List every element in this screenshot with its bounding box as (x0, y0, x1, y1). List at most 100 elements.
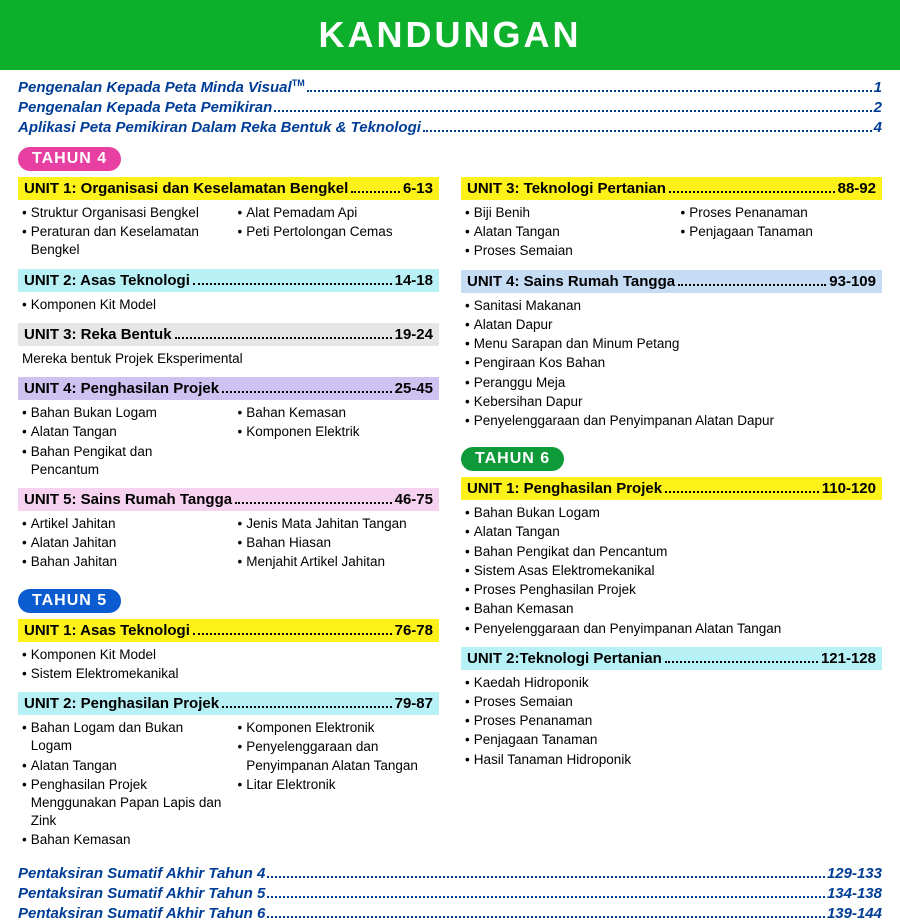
sub-item: •Biji Benih (465, 204, 667, 222)
unit-section: UNIT 1: Organisasi dan Keselamatan Bengk… (18, 177, 439, 261)
sub-item: •Proses Semaian (465, 693, 882, 711)
subitems: Mereka bentuk Projek Eksperimental (18, 349, 439, 369)
unit-section: UNIT 2: Penghasilan Projek79-87 •Bahan Lo… (18, 692, 439, 851)
unit-heading: UNIT 2: Penghasilan Projek79-87 (18, 692, 439, 715)
sub-item: •Proses Penanaman (681, 204, 883, 222)
year-badge: TAHUN 4 (18, 147, 121, 171)
sub-item: •Bahan Jahitan (22, 553, 224, 571)
subitems: •Kaedah Hidroponik•Proses Semaian•Proses… (461, 673, 882, 770)
sub-item: •Alatan Tangan (465, 523, 882, 541)
right-column: UNIT 3: Teknologi Pertanian88-92 •Biji Be… (461, 139, 882, 859)
sub-item: •Bahan Bukan Logam (22, 404, 224, 422)
unit-section: UNIT 1: Asas Teknologi76-78 •Komponen Kit… (18, 619, 439, 684)
sub-item: •Penyelenggaraan dan Penyimpanan Alatan … (238, 738, 440, 774)
year-badge: TAHUN 5 (18, 589, 121, 613)
sub-item: •Alat Pemadam Api (238, 204, 440, 222)
unit-section: UNIT 5: Sains Rumah Tangga46-75 •Artikel … (18, 488, 439, 573)
subitems: •Biji Benih•Alatan Tangan•Proses Semaian… (461, 203, 882, 262)
sub-item: •Bahan Kemasan (238, 404, 440, 422)
unit-section: UNIT 3: Reka Bentuk19-24 Mereka bentuk Pr… (18, 323, 439, 369)
unit-heading: UNIT 3: Reka Bentuk19-24 (18, 323, 439, 346)
sub-item: •Proses Penanaman (465, 712, 882, 730)
sub-item: •Bahan Pengikat dan Pencantum (22, 443, 224, 479)
sub-item: •Alatan Tangan (465, 223, 667, 241)
sub-item: •Bahan Kemasan (465, 600, 882, 618)
sub-item: •Alatan Tangan (22, 423, 224, 441)
subitems: •Komponen Kit Model•Sistem Elektromekani… (18, 645, 439, 684)
sub-item: •Sistem Asas Elektromekanikal (465, 562, 882, 580)
toc-line: Pengenalan Kepada Peta Pemikiran2 (18, 99, 882, 116)
sub-item: •Artikel Jahitan (22, 515, 224, 533)
sub-item: •Komponen Kit Model (22, 296, 439, 314)
sub-item: •Alatan Dapur (465, 316, 882, 334)
sub-item: •Kebersihan Dapur (465, 393, 882, 411)
unit-heading: UNIT 1: Organisasi dan Keselamatan Bengk… (18, 177, 439, 200)
subitems: •Bahan Logam dan Bukan Logam •Alatan Tang… (18, 718, 439, 851)
toc-line: Pentaksiran Sumatif Akhir Tahun 4129-133 (18, 865, 882, 882)
unit-section: UNIT 1: Penghasilan Projek110-120 •Bahan … (461, 477, 882, 639)
sub-item: •Alatan Tangan (22, 757, 224, 775)
unit-section: UNIT 2:Teknologi Pertanian121-128 •Kaedah… (461, 647, 882, 770)
unit-heading: UNIT 3: Teknologi Pertanian88-92 (461, 177, 882, 200)
content-main: Pengenalan Kepada Peta Minda VisualTM1 Pe… (0, 70, 900, 922)
sub-item: •Sanitasi Makanan (465, 297, 882, 315)
sub-item: •Hasil Tanaman Hidroponik (465, 751, 882, 769)
sub-item: •Komponen Kit Model (22, 646, 439, 664)
unit-section: UNIT 2: Asas Teknologi14-18 •Komponen Kit… (18, 269, 439, 315)
sub-item: •Proses Penghasilan Projek (465, 581, 882, 599)
left-column: TAHUN 4 UNIT 1: Organisasi dan Keselamata… (18, 139, 439, 859)
sub-item: •Jenis Mata Jahitan Tangan (238, 515, 440, 533)
subitems: •Sanitasi Makanan•Alatan Dapur•Menu Sara… (461, 296, 882, 432)
subitems: •Bahan Bukan Logam•Alatan Tangan •Bahan P… (461, 503, 882, 639)
sub-item: Mereka bentuk Projek Eksperimental (22, 350, 439, 368)
toc-line: Pengenalan Kepada Peta Minda VisualTM1 (18, 78, 882, 96)
sub-item: •Menu Sarapan dan Minum Petang (465, 335, 882, 353)
sub-item: •Struktur Organisasi Bengkel (22, 204, 224, 222)
subitems: •Artikel Jahitan•Alatan Jahitan•Bahan Ja… (18, 514, 439, 573)
unit-section: UNIT 4: Penghasilan Projek25-45 •Bahan Bu… (18, 377, 439, 480)
sub-item: •Peraturan dan Keselamatan Bengkel (22, 223, 224, 259)
sub-item: •Alatan Jahitan (22, 534, 224, 552)
unit-heading: UNIT 2: Asas Teknologi14-18 (18, 269, 439, 292)
sub-item: •Proses Semaian (465, 242, 667, 260)
sub-item: •Penyelenggaraan dan Penyimpanan Alatan … (465, 620, 882, 638)
sub-item: •Penyelenggaraan dan Penyimpanan Alatan … (465, 412, 882, 430)
sub-item: •Bahan Pengikat dan Pencantum (465, 543, 882, 561)
subitems: •Bahan Bukan Logam•Alatan Tangan •Bahan P… (18, 403, 439, 480)
sub-item: •Bahan Hiasan (238, 534, 440, 552)
sub-item: •Bahan Logam dan Bukan Logam (22, 719, 224, 755)
unit-heading: UNIT 5: Sains Rumah Tangga46-75 (18, 488, 439, 511)
sub-item: •Pengiraan Kos Bahan (465, 354, 882, 372)
unit-heading: UNIT 2:Teknologi Pertanian121-128 (461, 647, 882, 670)
footer-block: Pentaksiran Sumatif Akhir Tahun 4129-133… (18, 865, 882, 922)
sub-item: •Bahan Bukan Logam (465, 504, 882, 522)
sub-item: •Litar Elektronik (238, 776, 440, 794)
unit-heading: UNIT 4: Penghasilan Projek25-45 (18, 377, 439, 400)
sub-item: •Bahan Kemasan (22, 831, 224, 849)
sub-item: •Penjagaan Tanaman (465, 731, 882, 749)
subitems: •Komponen Kit Model (18, 295, 439, 315)
sub-item: •Komponen Elektrik (238, 423, 440, 441)
columns: TAHUN 4 UNIT 1: Organisasi dan Keselamata… (18, 139, 882, 859)
subitems: •Struktur Organisasi Bengkel•Peraturan d… (18, 203, 439, 261)
page-title: KANDUNGAN (0, 14, 900, 56)
unit-heading: UNIT 1: Asas Teknologi76-78 (18, 619, 439, 642)
sub-item: •Peti Pertolongan Cemas (238, 223, 440, 241)
toc-line: Pentaksiran Sumatif Akhir Tahun 6139-144 (18, 905, 882, 922)
unit-heading: UNIT 1: Penghasilan Projek110-120 (461, 477, 882, 500)
sub-item: •Penghasilan Projek Menggunakan Papan La… (22, 776, 224, 831)
sub-item: •Penjagaan Tanaman (681, 223, 883, 241)
sub-item: •Komponen Elektronik (238, 719, 440, 737)
toc-line: Pentaksiran Sumatif Akhir Tahun 5134-138 (18, 885, 882, 902)
sub-item: •Sistem Elektromekanikal (22, 665, 439, 683)
sub-item: •Kaedah Hidroponik (465, 674, 882, 692)
intro-block: Pengenalan Kepada Peta Minda VisualTM1 Pe… (18, 78, 882, 136)
unit-section: UNIT 3: Teknologi Pertanian88-92 •Biji Be… (461, 177, 882, 262)
unit-heading: UNIT 4: Sains Rumah Tangga93-109 (461, 270, 882, 293)
toc-line: Aplikasi Peta Pemikiran Dalam Reka Bentu… (18, 119, 882, 136)
unit-section: UNIT 4: Sains Rumah Tangga93-109 •Sanitas… (461, 270, 882, 432)
sub-item: •Peranggu Meja (465, 374, 882, 392)
sub-item: •Menjahit Artikel Jahitan (238, 553, 440, 571)
year-badge: TAHUN 6 (461, 447, 564, 471)
header-banner: KANDUNGAN (0, 0, 900, 70)
